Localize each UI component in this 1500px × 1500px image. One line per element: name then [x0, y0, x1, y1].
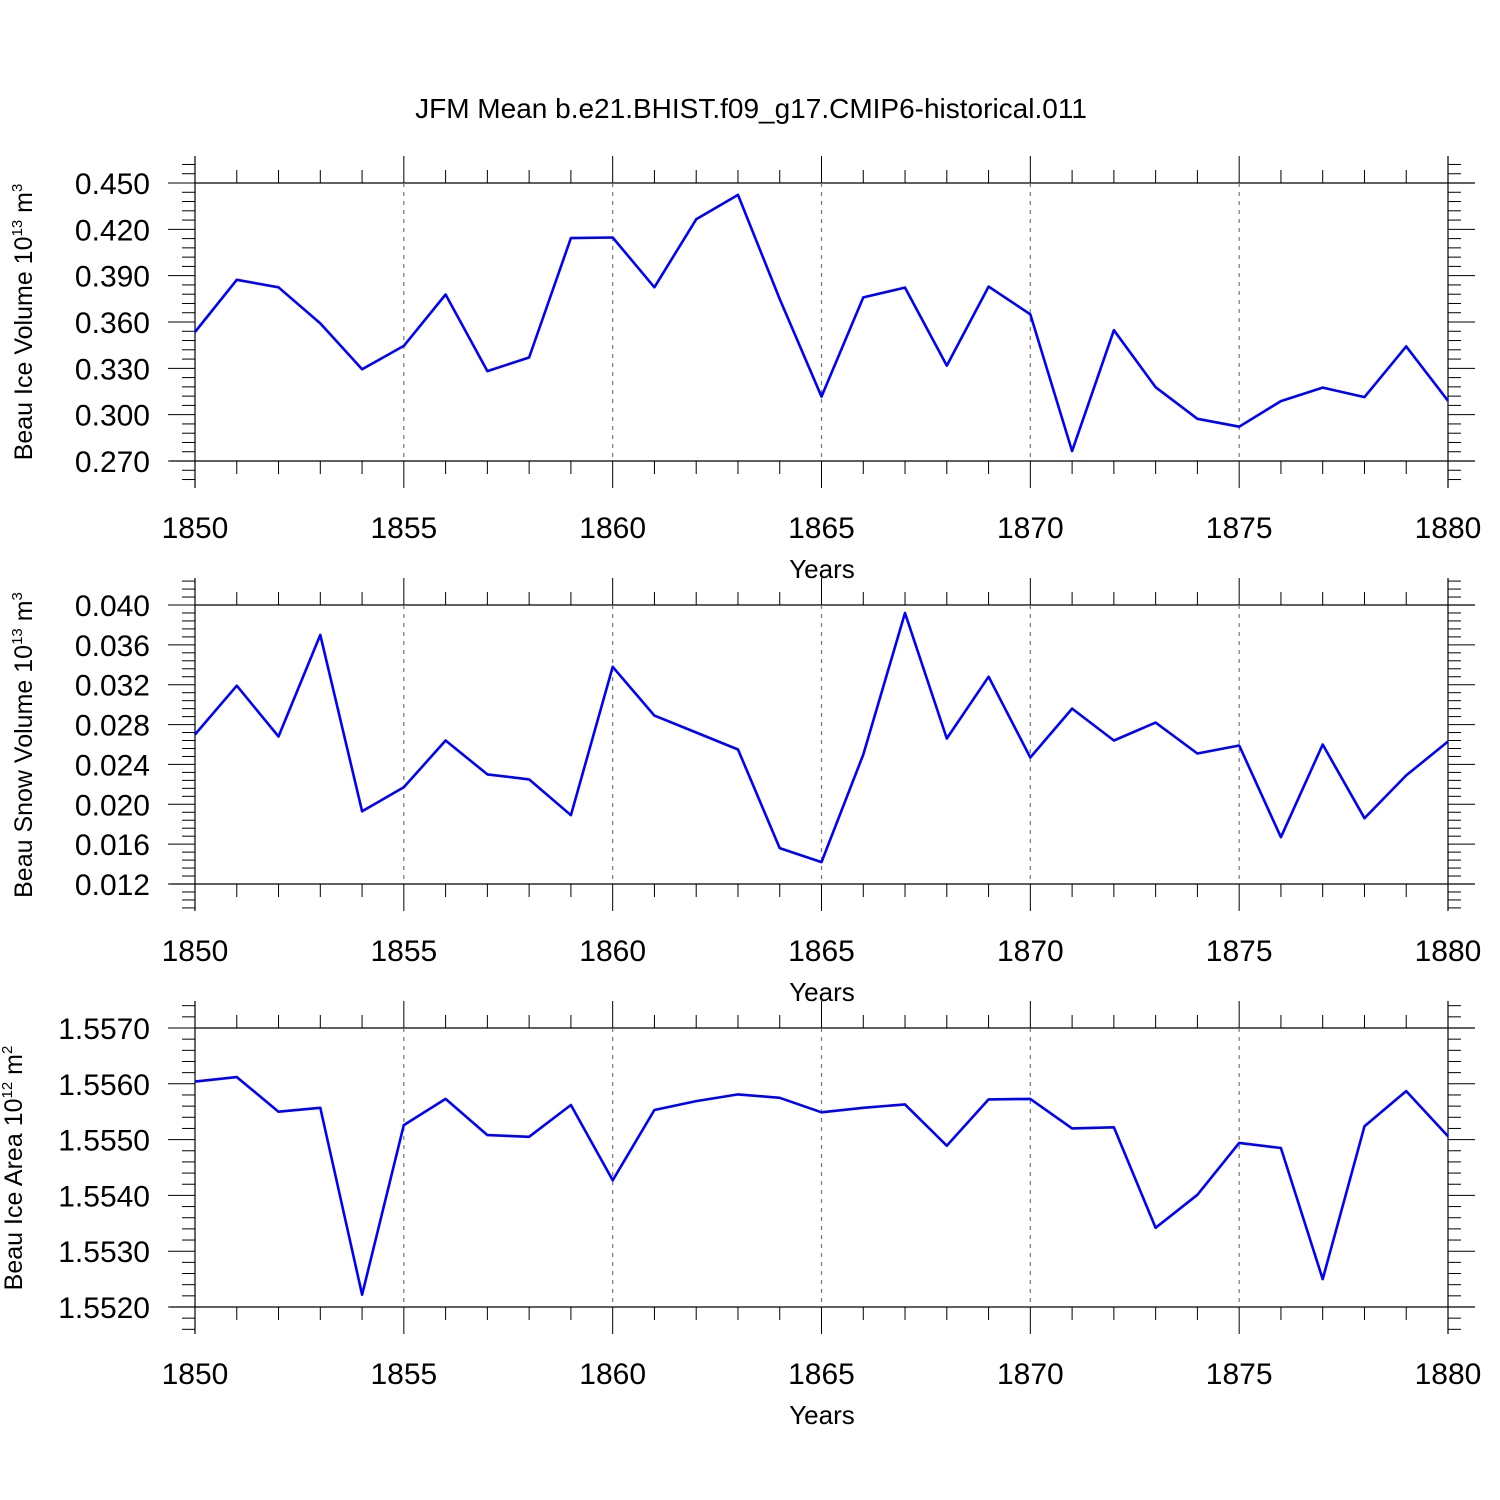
x-tick-label: 1865: [788, 935, 855, 968]
x-tick-label: 1875: [1206, 1358, 1273, 1391]
y-axis-label-unit-exponent: 3: [9, 184, 26, 192]
x-tick-label: 1880: [1415, 512, 1482, 545]
y-tick-label: 0.012: [75, 869, 150, 902]
series-line: [194, 611, 1449, 864]
y-axis-label-unit-exponent: 3: [9, 592, 26, 600]
x-tick-label: 1855: [370, 935, 437, 968]
y-tick-label: 1.5540: [58, 1180, 150, 1213]
x-tick-label: 1880: [1415, 935, 1482, 968]
y-axis-label-main: Beau Ice Volume 10: [10, 237, 38, 461]
y-axis-label-main: Beau Snow Volume 10: [10, 645, 38, 898]
y-tick-label: 0.420: [75, 214, 150, 247]
y-tick-label: 0.390: [75, 261, 150, 294]
y-tick-label: 0.330: [75, 353, 150, 386]
x-tick-label: 1860: [579, 935, 646, 968]
y-tick-label: 1.5550: [58, 1125, 150, 1158]
y-axis-label-unit: m: [0, 1054, 28, 1082]
y-axis-label-exponent: 13: [9, 220, 26, 237]
y-tick-label: 0.020: [75, 789, 150, 822]
x-tick-label: 1865: [788, 1358, 855, 1391]
y-tick-label: 0.040: [75, 590, 150, 623]
y-axis-label: Beau Snow Volume 1013 m3: [9, 592, 38, 898]
y-tick-label: 1.5530: [58, 1236, 150, 1269]
panel-3: 1850 1855 1860 1865 1870 1875 1880 1.5520 1.5530…: [0, 1001, 1481, 1430]
y-axis-label: Beau Ice Volume 1013 m3: [9, 184, 38, 461]
y-axis-label-exponent: 13: [9, 628, 26, 645]
x-tick-label: 1870: [997, 1358, 1064, 1391]
y-axis-label-unit: m: [10, 192, 38, 220]
y-tick-label: 0.300: [75, 400, 150, 433]
panel-1: 1850 1855 1860 1865 1870 1875 1880 0.270 0.300 0.…: [9, 156, 1481, 584]
x-tick-label: 1850: [162, 512, 229, 545]
y-axis-label-unit: m: [10, 600, 38, 628]
y-tick-label: 0.032: [75, 670, 150, 703]
y-tick-label: 1.5570: [58, 1013, 150, 1046]
x-tick-label: 1875: [1206, 512, 1273, 545]
x-tick-label: 1860: [579, 512, 646, 545]
series-line: [194, 1075, 1449, 1296]
x-tick-label: 1865: [788, 512, 855, 545]
x-tick-label: 1855: [370, 1358, 437, 1391]
series-line: [193, 193, 1450, 453]
y-axis-label-unit-exponent: 2: [0, 1046, 16, 1054]
y-tick-label: 1.5520: [58, 1292, 150, 1325]
y-axis-label: Beau Ice Area 1012 m2: [0, 1046, 28, 1291]
y-tick-label: 0.270: [75, 446, 150, 479]
y-tick-label: 0.024: [75, 749, 150, 782]
x-tick-label: 1850: [162, 1358, 229, 1391]
y-tick-label: 0.028: [75, 710, 150, 743]
y-tick-label: 1.5560: [58, 1069, 150, 1102]
y-axis-label-exponent: 12: [0, 1082, 16, 1099]
y-axis-label-main: Beau Ice Area 10: [0, 1099, 28, 1291]
x-tick-label: 1850: [162, 935, 229, 968]
x-tick-label: 1870: [997, 512, 1064, 545]
y-tick-label: 0.360: [75, 307, 150, 340]
x-tick-label: 1870: [997, 935, 1064, 968]
panel-2: 1850 1855 1860 1865 1870 1875 1880 0.012 0.016 0.…: [9, 578, 1481, 1007]
x-tick-label: 1875: [1206, 935, 1273, 968]
x-tick-label: 1860: [579, 1358, 646, 1391]
y-tick-label: 0.016: [75, 829, 150, 862]
chart-title: JFM Mean b.e21.BHIST.f09_g17.CMIP6-histo…: [415, 93, 1087, 124]
x-tick-label: 1880: [1415, 1358, 1482, 1391]
y-tick-label: 0.450: [75, 168, 150, 201]
x-axis-label: Years: [789, 1400, 855, 1430]
y-tick-label: 0.036: [75, 630, 150, 663]
x-tick-label: 1855: [370, 512, 437, 545]
